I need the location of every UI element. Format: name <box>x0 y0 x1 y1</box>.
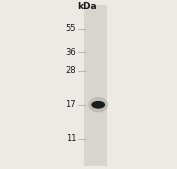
Text: 11: 11 <box>66 134 76 143</box>
Ellipse shape <box>92 102 104 108</box>
Text: kDa: kDa <box>77 2 96 11</box>
Text: 36: 36 <box>65 48 76 57</box>
Ellipse shape <box>89 98 108 112</box>
Text: 28: 28 <box>65 66 76 76</box>
Text: 55: 55 <box>66 24 76 33</box>
Text: 17: 17 <box>65 100 76 109</box>
Bar <box>84 5 107 166</box>
